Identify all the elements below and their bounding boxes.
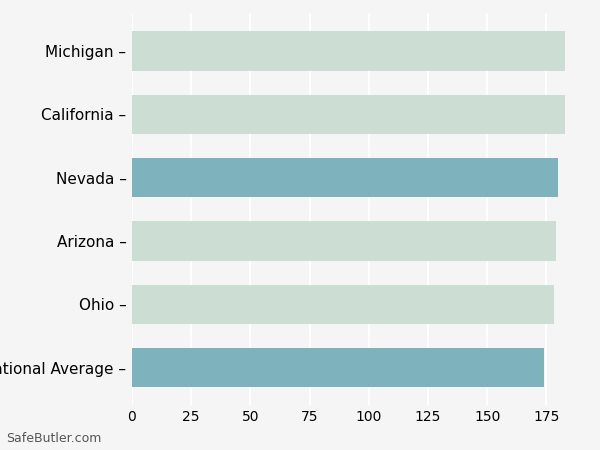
Bar xyxy=(132,284,554,324)
Bar xyxy=(132,32,565,71)
Bar xyxy=(132,158,559,197)
Bar xyxy=(132,221,556,261)
Bar xyxy=(132,94,565,134)
Text: SafeButler.com: SafeButler.com xyxy=(6,432,101,446)
Bar xyxy=(132,348,544,387)
